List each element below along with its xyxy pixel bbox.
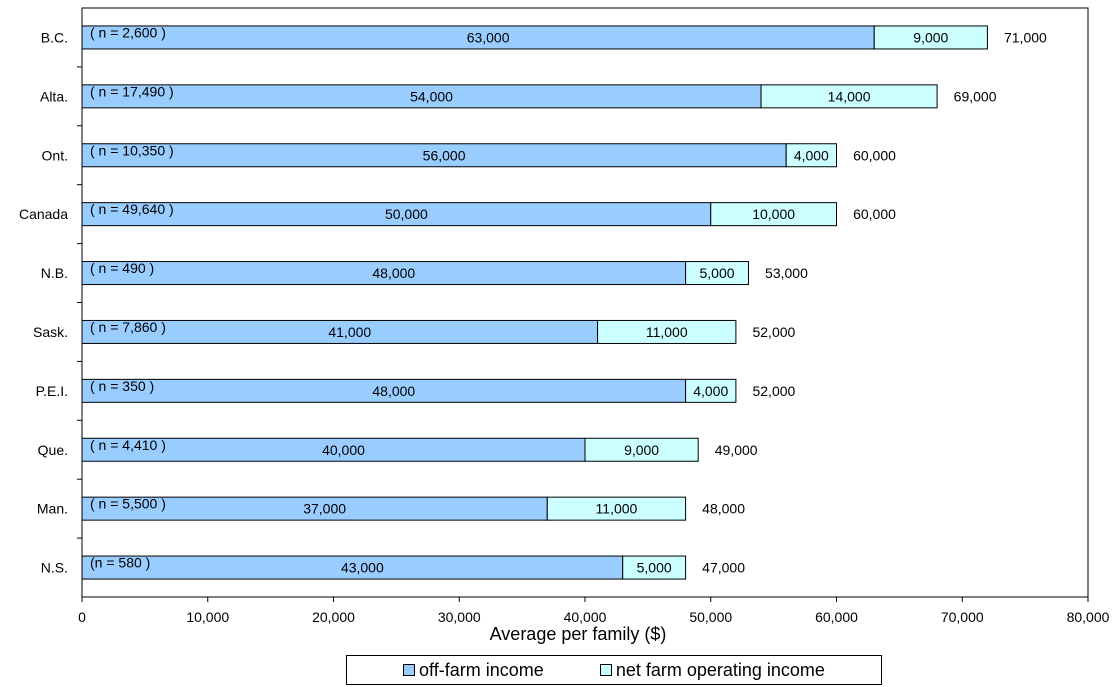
sample-size-label: (n = 580 ) (90, 555, 150, 571)
y-category-label: Ont. (42, 147, 68, 163)
legend-label-net-farm: net farm operating income (615, 659, 825, 680)
bar-total-label: 53,000 (765, 265, 808, 281)
sample-size-label: ( n = 17,490 ) (90, 83, 174, 99)
y-category-label: Alta. (40, 88, 68, 104)
y-category-label: B.C. (41, 29, 68, 45)
bar-total-label: 52,000 (752, 383, 795, 399)
y-category-label: Canada (19, 206, 68, 222)
sample-size-label: ( n = 10,350 ) (90, 142, 174, 158)
x-tick-label: 40,000 (564, 609, 607, 625)
legend-item-off-farm: off-farm income (403, 660, 544, 681)
sample-size-label: ( n = 7,860 ) (90, 319, 166, 335)
bar-value-label-off-farm: 41,000 (328, 324, 371, 340)
legend: off-farm income net farm operating incom… (346, 655, 882, 685)
bar-value-label-off-farm: 63,000 (467, 29, 510, 45)
bar-net-farm-income (622, 555, 687, 580)
sample-size-label: ( n = 490 ) (90, 260, 154, 276)
bar-net-farm-income (685, 378, 737, 403)
bar-value-label-net-farm: 4,000 (794, 147, 829, 163)
bar-value-label-off-farm: 54,000 (410, 88, 453, 104)
x-tick-label: 20,000 (312, 609, 355, 625)
x-tick-label: 70,000 (941, 609, 984, 625)
bar-value-label-net-farm: 10,000 (752, 206, 795, 222)
bar-total-label: 60,000 (853, 147, 896, 163)
bar-value-label-net-farm: 4,000 (693, 383, 728, 399)
x-tick-label: 30,000 (438, 609, 481, 625)
sample-size-label: ( n = 350 ) (90, 378, 154, 394)
bar-total-label: 71,000 (1004, 29, 1047, 45)
bar-net-farm-income (785, 143, 838, 168)
bar-value-label-off-farm: 40,000 (322, 442, 365, 458)
bar-total-label: 69,000 (954, 88, 997, 104)
bar-value-label-off-farm: 50,000 (385, 206, 428, 222)
y-category-label: Que. (38, 442, 68, 458)
bar-value-label-net-farm: 5,000 (637, 560, 672, 576)
bar-value-label-net-farm: 11,000 (646, 324, 688, 340)
x-tick-label: 80,000 (1067, 609, 1110, 625)
sample-size-label: ( n = 49,640 ) (90, 201, 174, 217)
bar-total-label: 47,000 (702, 560, 745, 576)
y-category-label: P.E.I. (36, 383, 68, 399)
x-tick-label: 10,000 (186, 609, 229, 625)
y-category-label: Man. (37, 501, 68, 517)
bar-value-label-off-farm: 48,000 (372, 265, 415, 281)
bar-value-label-off-farm: 37,000 (303, 501, 346, 517)
x-tick-label: 50,000 (689, 609, 732, 625)
bar-value-label-net-farm: 5,000 (700, 265, 735, 281)
bar-value-label-net-farm: 9,000 (913, 29, 948, 45)
y-category-label: N.B. (41, 265, 68, 281)
bar-value-label-off-farm: 43,000 (341, 560, 384, 576)
bar-value-label-net-farm: 11,000 (596, 501, 638, 517)
bar-net-farm-income (760, 84, 938, 109)
bar-total-label: 48,000 (702, 501, 745, 517)
legend-swatch-off-farm (403, 664, 416, 676)
bar-total-label: 60,000 (853, 206, 896, 222)
x-axis-title: Average per family ($) (489, 624, 667, 644)
y-category-label: Sask. (33, 324, 68, 340)
bar-value-label-off-farm: 48,000 (372, 383, 415, 399)
sample-size-label: ( n = 4,410 ) (90, 437, 166, 453)
x-tick-label: 0 (78, 609, 86, 625)
bar-net-farm-income (584, 437, 699, 462)
bar-value-label-net-farm: 14,000 (828, 88, 871, 104)
bar-value-label-net-farm: 9,000 (624, 442, 659, 458)
sample-size-label: ( n = 5,500 ) (90, 496, 166, 512)
sample-size-label: ( n = 2,600 ) (90, 24, 166, 40)
bar-total-label: 52,000 (752, 324, 795, 340)
bar-net-farm-income (710, 202, 837, 227)
bar-value-label-off-farm: 56,000 (423, 147, 466, 163)
bar-net-farm-income (597, 319, 737, 344)
x-tick-label: 60,000 (815, 609, 858, 625)
bar-net-farm-income (873, 25, 988, 50)
legend-swatch-net-farm (599, 664, 612, 676)
legend-label-off-farm: off-farm income (419, 659, 544, 680)
bar-net-farm-income (685, 261, 749, 286)
y-category-label: N.S. (41, 560, 68, 576)
bar-net-farm-income (546, 496, 687, 521)
bar-total-label: 49,000 (715, 442, 758, 458)
legend-item-net-farm: net farm operating income (599, 659, 825, 681)
